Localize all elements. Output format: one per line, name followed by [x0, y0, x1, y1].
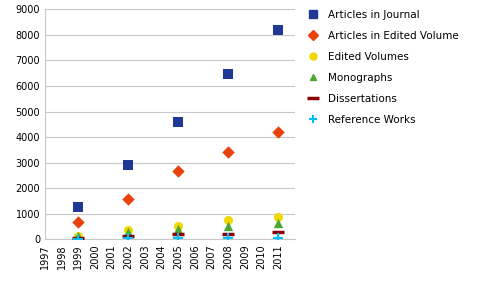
Point	[174, 232, 182, 237]
Point	[174, 223, 182, 228]
Point	[74, 204, 82, 209]
Point	[224, 218, 232, 223]
Legend: Articles in Journal, Articles in Edited Volume, Edited Volumes, Monographs, Diss: Articles in Journal, Articles in Edited …	[302, 10, 458, 125]
Point	[124, 229, 132, 234]
Point	[224, 231, 232, 236]
Point	[224, 150, 232, 155]
Point	[274, 221, 282, 226]
Point	[274, 229, 282, 234]
Point	[274, 130, 282, 134]
Point	[274, 215, 282, 220]
Point	[224, 236, 232, 241]
Point	[224, 72, 232, 77]
Point	[174, 169, 182, 173]
Point	[274, 27, 282, 32]
Point	[174, 119, 182, 124]
Point	[124, 162, 132, 167]
Point	[124, 227, 132, 232]
Point	[74, 236, 82, 241]
Point	[74, 235, 82, 240]
Point	[74, 233, 82, 238]
Point	[124, 196, 132, 201]
Point	[274, 235, 282, 240]
Point	[224, 224, 232, 229]
Point	[124, 236, 132, 241]
Point	[74, 234, 82, 239]
Point	[174, 227, 182, 232]
Point	[124, 234, 132, 239]
Point	[174, 235, 182, 240]
Point	[74, 220, 82, 224]
